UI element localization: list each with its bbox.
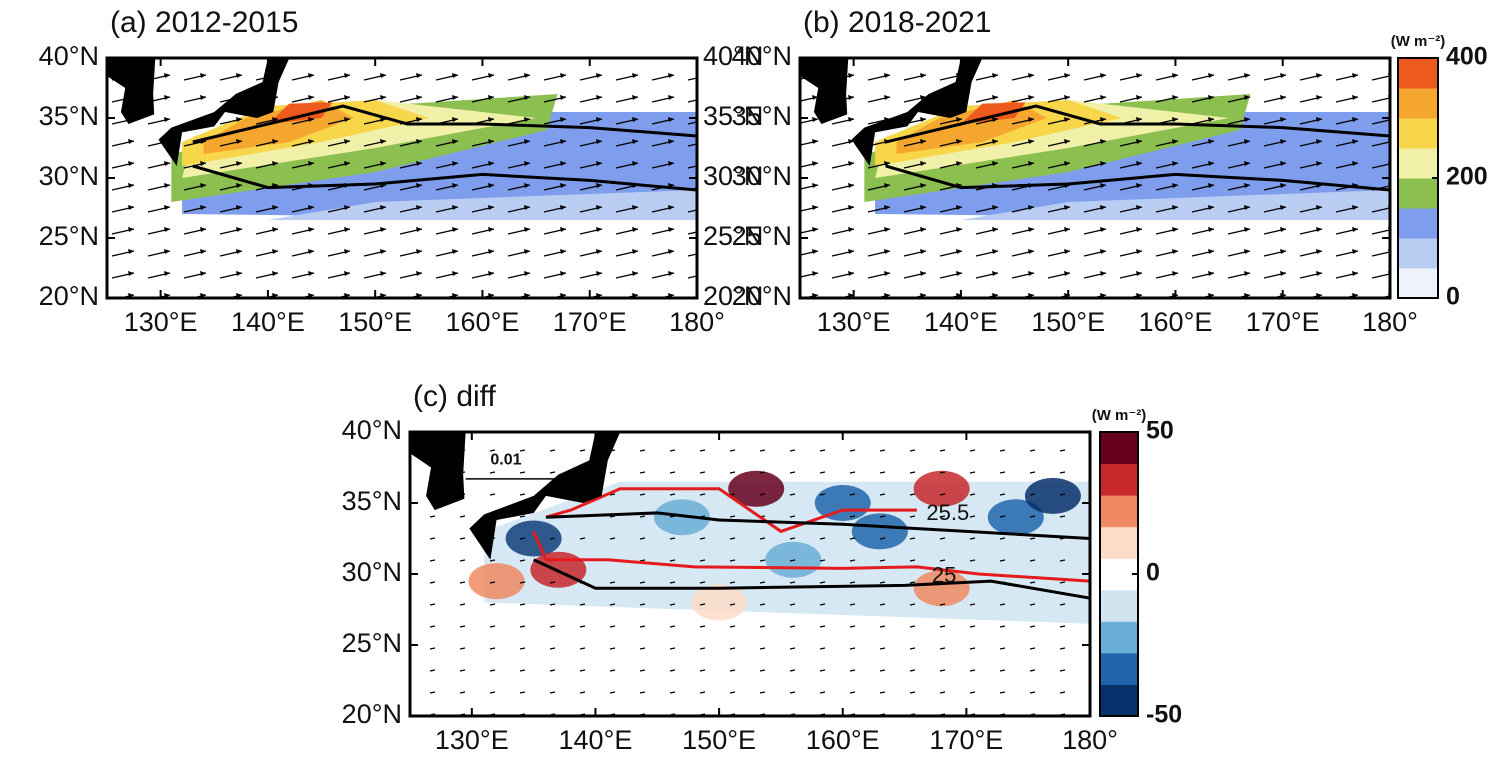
x-tick-label: 130°E	[435, 725, 509, 755]
y-tick-label: 40°N	[342, 415, 402, 445]
colorbar-segment	[1398, 118, 1438, 149]
y-tick-label: 20°N	[39, 281, 99, 311]
vector-field	[107, 58, 697, 298]
map-content	[410, 432, 1090, 716]
colorbar-tick-label: 0	[1146, 559, 1160, 587]
colorbar-segment	[1100, 684, 1138, 717]
x-tick-label: 140°E	[559, 725, 633, 755]
colorbar-segment	[1398, 238, 1438, 269]
map-panel: (b) 2018-2021 130°E 140°E 150°E 160°E 170°E 18…	[732, 6, 1418, 337]
y-tick-label: 35°N	[732, 101, 792, 131]
y-tick-label: 30°N	[703, 161, 763, 191]
colorbar-segment	[1100, 621, 1138, 654]
y-tick-label: 35°N	[342, 486, 402, 516]
vector-field	[800, 58, 1390, 298]
x-tick-label: 150°E	[338, 307, 412, 337]
colorbar-unit: (W m⁻²)	[1391, 33, 1446, 50]
map-panel: 25.5 25 0.01 (c) diff 130°E 140°E 150°E 160°E 17…	[342, 380, 1118, 755]
y-tick-label: 20°N	[732, 281, 792, 311]
colorbar-segment	[1100, 463, 1138, 496]
colorbar-segment	[1398, 268, 1438, 299]
colorbar: 0 200 400(W m⁻²)	[1391, 33, 1488, 311]
colorbar-segment	[1100, 589, 1138, 622]
x-tick-label: 180°	[1062, 725, 1118, 755]
y-tick-label: 40°N	[703, 41, 763, 71]
land	[851, 58, 983, 166]
map-panel: (a) 2012-2015 130°E 140°E 150°E 160°E 170°E 18…	[39, 6, 764, 337]
land	[469, 432, 621, 560]
y-tick-label: 20°N	[703, 281, 763, 311]
panel-title: (b) 2018-2021	[803, 6, 991, 39]
colorbar: -50 0 50(W m⁻²)	[1092, 407, 1182, 729]
x-tick-label: 150°E	[682, 725, 756, 755]
x-tick-label: 140°E	[231, 307, 305, 337]
colorbar-tick-label: 200	[1446, 163, 1488, 191]
colorbar-tick-label: 400	[1446, 43, 1488, 71]
colorbar-segment	[1398, 58, 1438, 89]
contour-black	[885, 104, 1390, 144]
contour-black	[192, 164, 697, 192]
contour-black	[192, 104, 697, 144]
x-tick-label: 130°E	[124, 307, 198, 337]
colorbar-tick-label: 0	[1446, 283, 1460, 311]
contour-black	[545, 511, 1090, 540]
x-tick-label: 150°E	[1031, 307, 1105, 337]
x-tick-label: 160°E	[806, 725, 880, 755]
x-tick-label: 180°	[669, 307, 725, 337]
y-tick-label: 35°N	[703, 101, 763, 131]
y-tick-label: 25°N	[39, 221, 99, 251]
x-tick-label: 160°E	[446, 307, 520, 337]
contour-red	[545, 487, 917, 534]
colorbar-unit: (W m⁻²)	[1092, 407, 1147, 424]
land	[800, 58, 849, 124]
colorbar-segment	[1100, 558, 1138, 591]
x-tick-label: 180°	[1362, 307, 1418, 337]
colorbar-segment	[1100, 526, 1138, 559]
colorbar-segment	[1398, 88, 1438, 119]
map-content	[107, 58, 697, 298]
colorbar-segment	[1398, 208, 1438, 239]
contour-label: 25	[932, 563, 956, 588]
y-tick-label: 35°N	[39, 101, 99, 131]
vector-scale-label: 0.01	[490, 452, 521, 469]
x-tick-label: 170°E	[1246, 307, 1320, 337]
y-tick-label: 40°N	[732, 41, 792, 71]
colorbar-segment	[1100, 652, 1138, 685]
x-tick-label: 140°E	[924, 307, 998, 337]
x-tick-label: 170°E	[553, 307, 627, 337]
contour-label: 25.5	[926, 500, 969, 525]
colorbar-segment	[1398, 148, 1438, 179]
y-tick-label: 25°N	[732, 221, 792, 251]
x-tick-label: 170°E	[929, 725, 1003, 755]
y-tick-label: 20°N	[342, 699, 402, 729]
colorbar-segment	[1398, 178, 1438, 209]
colorbar-tick-label: -50	[1146, 701, 1182, 729]
map-content	[800, 58, 1390, 298]
y-tick-label: 30°N	[39, 161, 99, 191]
contour-black	[533, 558, 1090, 600]
y-tick-label: 25°N	[703, 221, 763, 251]
y-tick-label: 40°N	[39, 41, 99, 71]
land	[410, 432, 466, 511]
colorbar-segment	[1100, 495, 1138, 528]
y-tick-label: 30°N	[342, 557, 402, 587]
land	[107, 58, 156, 124]
colorbar-segment	[1100, 432, 1138, 465]
panel-title: (a) 2012-2015	[110, 6, 298, 39]
y-tick-label: 30°N	[732, 161, 792, 191]
x-tick-label: 160°E	[1139, 307, 1213, 337]
x-tick-label: 130°E	[817, 307, 891, 337]
contour-black	[885, 164, 1390, 192]
land	[158, 58, 290, 166]
colorbar-tick-label: 50	[1146, 417, 1174, 445]
y-tick-label: 25°N	[342, 628, 402, 658]
panel-title: (c) diff	[413, 380, 496, 413]
contour-red	[532, 530, 1090, 583]
